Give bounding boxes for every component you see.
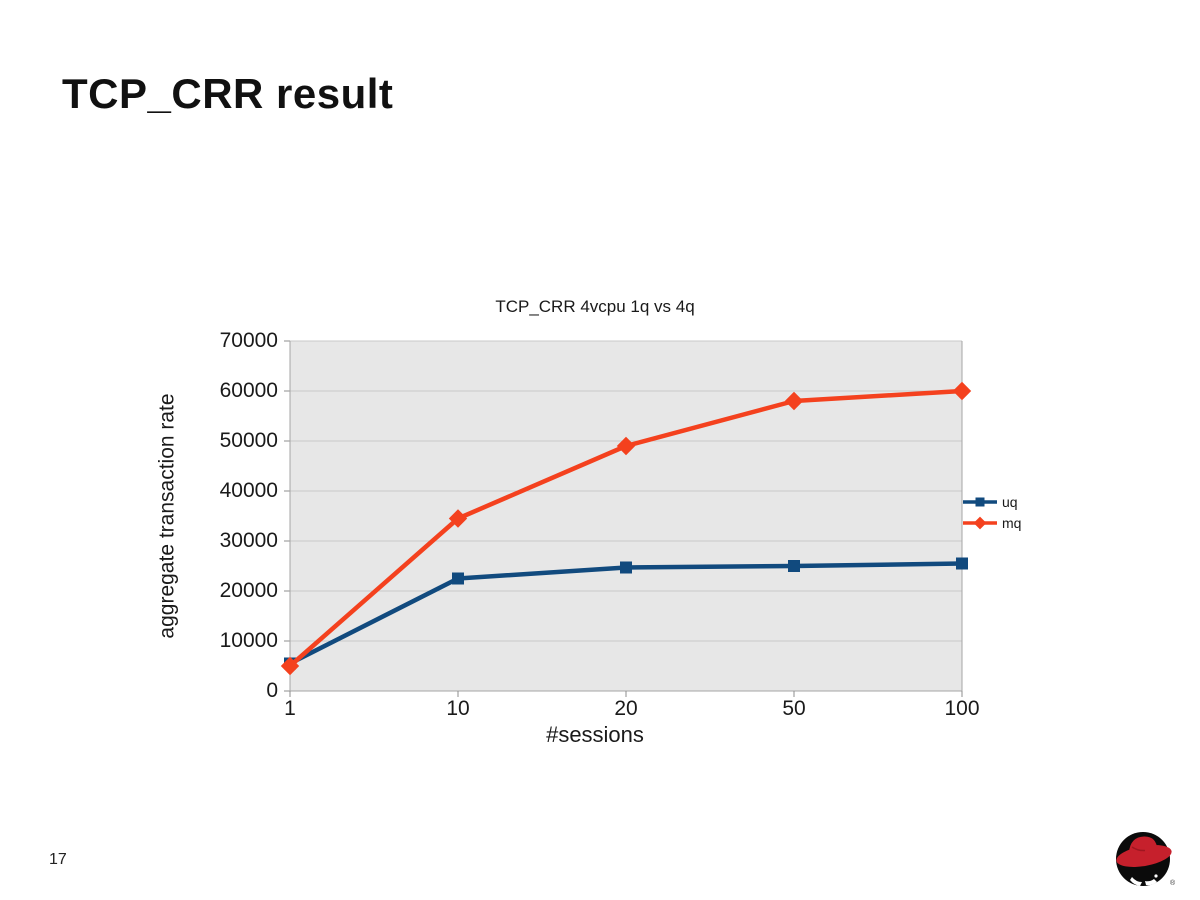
y-axis-tick-label: 50000 xyxy=(219,429,278,452)
redhat-logo: ® xyxy=(1116,832,1176,887)
legend-label-uq: uq xyxy=(1002,494,1018,510)
marker-diamond-mq xyxy=(952,381,972,401)
x-axis-tick-label: 20 xyxy=(614,697,638,720)
logo-registered-mark: ® xyxy=(1170,879,1176,887)
legend-label-mq: mq xyxy=(1002,515,1022,531)
x-axis-tick-label: 1 xyxy=(284,697,296,720)
logo-face-highlight xyxy=(1130,877,1142,886)
x-axis-tick-label: 50 xyxy=(782,697,806,720)
slide-title: TCP_CRR result xyxy=(62,70,394,117)
y-axis-tick-label: 60000 xyxy=(219,379,278,402)
marker-diamond-mq xyxy=(280,656,300,676)
y-axis-tick-label: 70000 xyxy=(219,329,278,352)
marker-diamond-mq xyxy=(616,436,636,456)
plot-background xyxy=(290,341,962,691)
y-axis-tick-label: 30000 xyxy=(219,529,278,552)
legend-marker-uq xyxy=(963,497,997,507)
marker-square-uq xyxy=(452,572,464,585)
chart-title: TCP_CRR 4vcpu 1q vs 4q xyxy=(495,297,695,316)
legend-row-uq: uq xyxy=(963,494,1021,510)
marker-square-uq xyxy=(620,561,632,574)
marker-diamond-mq xyxy=(784,391,804,411)
marker-diamond-mq xyxy=(448,509,468,528)
chart-legend: uq mq xyxy=(963,494,1021,531)
logo-face-dot xyxy=(1154,874,1158,878)
y-axis-tick-label: 0 xyxy=(266,679,278,702)
y-axis-tick-label: 10000 xyxy=(219,629,278,652)
x-axis-title: #sessions xyxy=(546,722,644,747)
y-axis-tick-label: 20000 xyxy=(219,579,278,602)
x-axis-tick-label: 100 xyxy=(944,697,980,720)
chart-plot-area xyxy=(280,340,972,697)
marker-square-uq xyxy=(788,560,800,572)
page-number: 17 xyxy=(49,851,67,868)
logo-red-hat xyxy=(1116,836,1172,867)
logo-face-highlight-2 xyxy=(1145,879,1157,886)
marker-square-uq xyxy=(956,557,968,570)
x-axis-tick-label: 10 xyxy=(446,697,470,720)
legend-marker-mq xyxy=(963,516,997,530)
y-axis-tick-label: 40000 xyxy=(219,479,278,502)
legend-row-mq: mq xyxy=(963,515,1021,531)
